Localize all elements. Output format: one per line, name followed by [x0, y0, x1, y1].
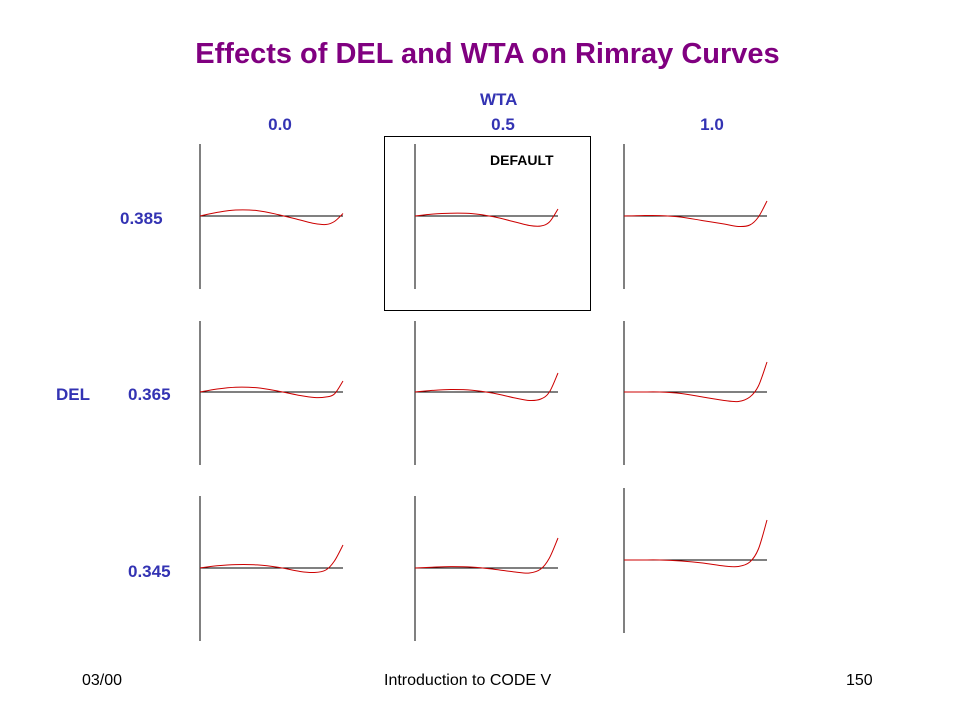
- footer-page-number: 150: [846, 672, 873, 689]
- wta-value-2: 1.0: [700, 115, 724, 134]
- del-axis-label: DEL: [56, 385, 90, 404]
- plot-1-0-rimray-curve: [199, 380, 344, 399]
- default-highlight-box: [384, 136, 591, 311]
- wta-value-0: 0.0: [268, 115, 292, 134]
- wta-value-1: 0.5: [491, 115, 515, 134]
- slide-title: Effects of DEL and WTA on Rimray Curves: [195, 38, 780, 70]
- plot-1-2-rimray-curve: [624, 361, 768, 403]
- del-value-2: 0.345: [128, 562, 171, 581]
- wta-axis-label: WTA: [480, 90, 518, 109]
- plot-2-2-rimray-curve: [624, 519, 768, 568]
- plot-0-2-rimray-curve: [623, 200, 768, 228]
- default-label: DEFAULT: [490, 152, 554, 168]
- plot-0-0-rimray-curve: [199, 209, 344, 226]
- del-value-1: 0.365: [128, 385, 171, 404]
- footer-title: Introduction to CODE V: [384, 672, 552, 689]
- plot-0-1-rimray-curve: [414, 208, 559, 227]
- del-value-0: 0.385: [120, 209, 163, 228]
- footer-date: 03/00: [82, 672, 123, 689]
- plot-2-1-rimray-curve: [414, 537, 559, 574]
- plot-2-0-rimray-curve: [199, 544, 344, 574]
- plot-1-1-rimray-curve: [414, 372, 559, 402]
